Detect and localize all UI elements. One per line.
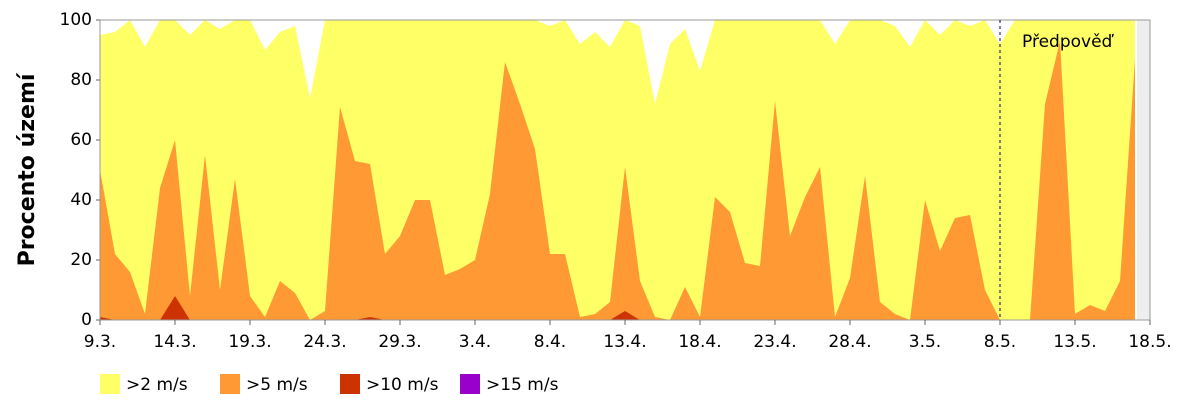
x-tick-label: 23.4. (753, 332, 796, 352)
legend-label: >5 m/s (246, 375, 308, 395)
x-tick-label: 14.3. (153, 332, 196, 352)
legend-swatch (220, 374, 240, 394)
x-tick-label: 3.5. (909, 332, 941, 352)
x-tick-label: 24.3. (303, 332, 346, 352)
legend-label: >15 m/s (486, 375, 559, 395)
area (100, 41, 1135, 320)
x-tick-label: 13.5. (1053, 332, 1096, 352)
x-tick-label: 28.4. (828, 332, 871, 352)
y-tick-label: 0 (81, 310, 92, 330)
x-tick-label: 19.3. (228, 332, 271, 352)
no-data-region (1137, 20, 1150, 320)
y-tick-label: 80 (70, 70, 92, 90)
x-tick-label: 18.5. (1128, 332, 1171, 352)
x-tick-label: 8.4. (534, 332, 566, 352)
x-tick-label: 13.4. (603, 332, 646, 352)
y-tick-label: 40 (70, 190, 92, 210)
x-tick-label: 29.3. (378, 332, 421, 352)
y-axis-label: Procento území (15, 72, 40, 266)
x-tick-label: 8.5. (984, 332, 1016, 352)
x-tick-label: 3.4. (459, 332, 491, 352)
x-tick-label: 9.3. (84, 332, 116, 352)
legend-label: >2 m/s (126, 375, 188, 395)
y-tick-label: 20 (70, 250, 92, 270)
y-tick-label: 60 (70, 130, 92, 150)
annotation: Předpověď (1022, 32, 1115, 52)
legend-swatch (100, 374, 120, 394)
legend-swatch (460, 374, 480, 394)
x-tick-label: 18.4. (678, 332, 721, 352)
y-tick-label: 100 (60, 10, 92, 30)
legend-swatch (340, 374, 360, 394)
legend-label: >10 m/s (366, 375, 439, 395)
